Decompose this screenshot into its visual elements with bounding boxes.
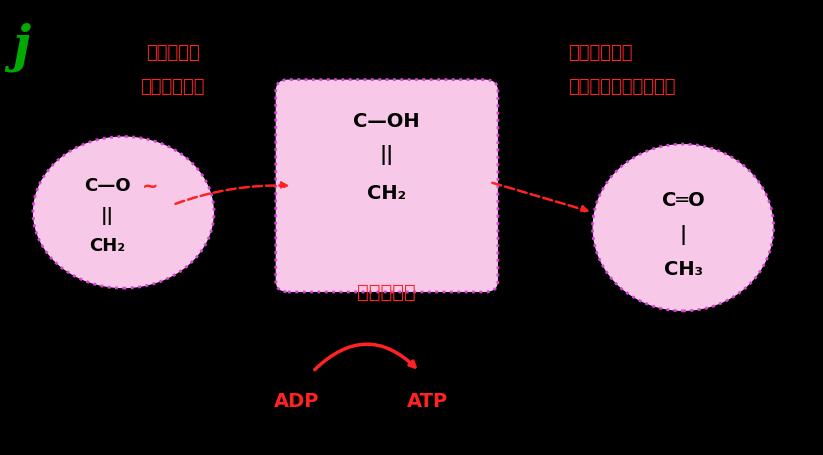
FancyBboxPatch shape [276,80,498,292]
Ellipse shape [33,136,214,288]
Text: CH₃: CH₃ [663,260,703,279]
Text: 速やかにピルビン酸へ: 速やかにピルビン酸へ [568,78,676,96]
Text: ATP: ATP [407,392,449,411]
Text: C—O: C—O [84,177,130,195]
Text: ADP: ADP [273,392,319,411]
Text: 転位されると: 転位されると [141,78,205,96]
Text: ||: || [379,146,394,166]
Text: リン酸基が: リン酸基が [146,44,200,62]
Text: エノール型: エノール型 [357,283,416,302]
Text: j: j [12,23,30,72]
Text: ||: || [100,207,114,225]
Text: CH₂: CH₂ [89,238,125,255]
Text: 不安定なため: 不安定なため [568,44,632,62]
Text: |: | [680,225,686,245]
Text: CH₂: CH₂ [367,184,407,203]
Ellipse shape [593,144,774,311]
Text: C—OH: C—OH [354,112,420,131]
Text: ~: ~ [142,176,158,195]
Text: C═O: C═O [662,192,704,211]
